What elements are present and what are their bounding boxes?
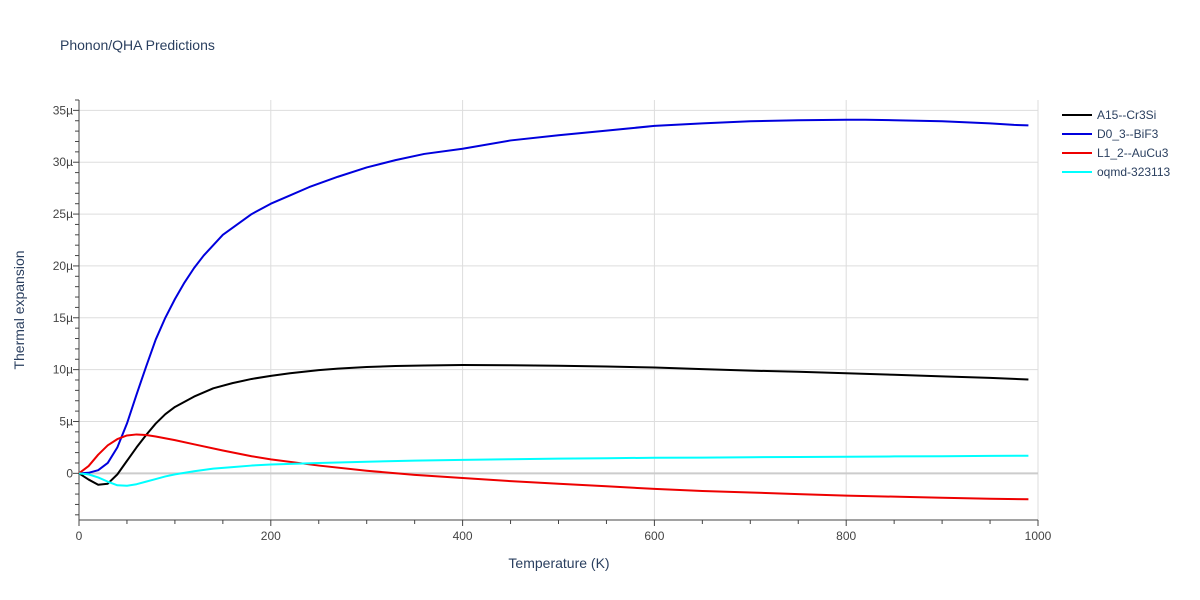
y-tick-label: 10µ [53,363,73,377]
series-group [78,118,1029,501]
axes: 0 200 400 600 800 1000 0 5µ 10µ 15µ 20µ 25µ 30µ 35µ [53,99,1052,543]
y-tick-label: 5µ [59,414,73,428]
legend-item-d0-3-bif3[interactable]: D0_3--BiF3 [1062,127,1159,141]
legend[interactable]: A15--Cr3Si D0_3--BiF3 L1_2--AuCu3 oqmd-3231… [1062,108,1170,179]
legend-label: D0_3--BiF3 [1097,127,1159,141]
y-tick-label: 30µ [53,155,73,169]
x-tick-label: 0 [76,529,83,543]
legend-item-a15-cr3si[interactable]: A15--Cr3Si [1062,108,1156,122]
y-tick-label: 25µ [53,207,73,221]
y-tick-label: 0 [66,466,73,480]
legend-item-oqmd-323113[interactable]: oqmd-323113 [1062,165,1170,179]
x-tick-label: 200 [261,529,281,543]
x-tick-label: 600 [644,529,664,543]
legend-label: L1_2--AuCu3 [1097,146,1169,160]
series-line-l1-2-aucu3 [78,433,1029,501]
x-tick-label: 400 [453,529,473,543]
x-tick-label: 800 [836,529,856,543]
grid [79,100,1039,520]
series-line-a15-cr3si [78,363,1029,486]
series-line-oqmd-323113 [78,454,1029,487]
legend-label: A15--Cr3Si [1097,108,1156,122]
series-line-d0-3-bif3 [78,118,1029,475]
y-tick-label: 15µ [53,311,73,325]
legend-label: oqmd-323113 [1097,165,1170,179]
y-tick-label: 35µ [53,103,73,117]
x-axis-title: Temperature (K) [508,555,609,571]
chart-title: Phonon/QHA Predictions [60,37,215,53]
legend-item-l1-2-aucu3[interactable]: L1_2--AuCu3 [1062,146,1169,160]
y-tick-label: 20µ [53,259,73,273]
x-tick-label: 1000 [1025,529,1052,543]
y-axis-title: Thermal expansion [11,250,27,369]
